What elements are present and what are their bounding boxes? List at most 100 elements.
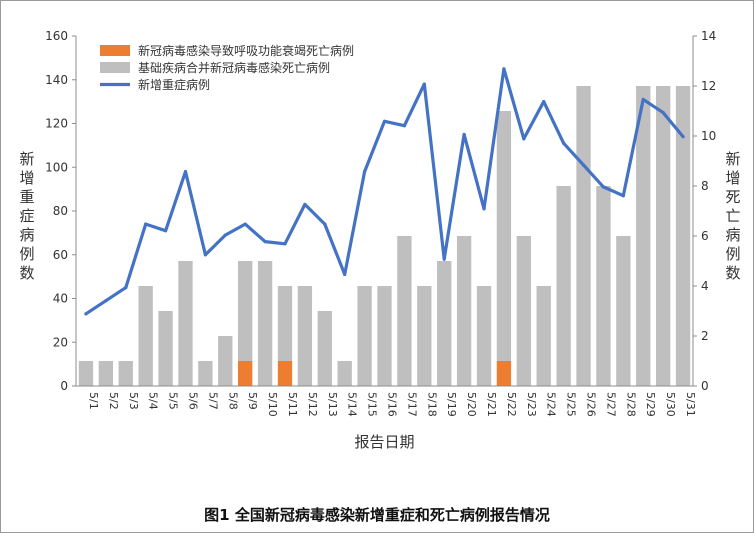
x-tick-label: 5/20 — [465, 392, 478, 417]
x-tick-label: 5/4 — [147, 392, 160, 410]
x-tick-label: 5/18 — [425, 392, 438, 417]
severe-cases-point — [84, 312, 88, 316]
x-tick-label: 5/1 — [87, 392, 100, 410]
bar-respiratory-death — [277, 361, 293, 386]
bar-comorbidity-death — [516, 236, 531, 386]
bar-comorbidity-death — [277, 286, 293, 361]
x-tick-label: 5/2 — [107, 392, 120, 410]
legend-label-respiratory: 新冠病毒感染导致呼吸功能衰竭死亡病例 — [138, 43, 354, 58]
severe-cases-point — [442, 257, 446, 261]
axis-labels: 报告日期 新增重症病例数 新增死亡病例数 — [19, 150, 740, 451]
bar-comorbidity-death — [257, 261, 273, 386]
figure-caption: 图1 全国新冠病毒感染新增重症和死亡病例报告情况 — [204, 506, 550, 524]
right-tick-label: 0 — [701, 379, 709, 393]
severe-cases-point — [641, 97, 645, 102]
left-tick-label: 120 — [45, 117, 68, 131]
severe-cases-point — [183, 170, 188, 174]
bar-comorbidity-death — [297, 286, 313, 386]
severe-cases-point — [144, 222, 148, 226]
x-tick-label: 5/9 — [246, 392, 259, 410]
x-tick-label: 5/3 — [127, 392, 140, 410]
legend-swatch-respiratory — [100, 45, 130, 56]
bar-comorbidity-death — [636, 86, 651, 386]
severe-cases-line — [84, 67, 685, 316]
bar-comorbidity-death — [596, 186, 611, 386]
x-tick-label: 5/15 — [366, 392, 379, 417]
bar-comorbidity-death — [78, 361, 94, 386]
bar-comorbidity-death — [198, 361, 213, 386]
severe-cases-point — [422, 82, 426, 86]
severe-cases-point — [661, 110, 665, 115]
severe-cases-point — [681, 135, 685, 139]
left-tick-label: 140 — [45, 73, 68, 87]
bar-comorbidity-death — [675, 86, 691, 386]
right-tick-label: 6 — [701, 229, 709, 243]
bar-comorbidity-death — [476, 286, 492, 386]
severe-cases-point — [601, 185, 606, 189]
bar-comorbidity-death — [138, 286, 153, 386]
right-tick-label: 14 — [701, 29, 716, 43]
x-tick-label: 5/29 — [644, 392, 657, 417]
severe-cases-point — [283, 242, 287, 246]
x-tick-label: 5/5 — [167, 392, 180, 410]
right-tick-label: 8 — [701, 179, 709, 193]
x-tick-label: 5/22 — [505, 392, 518, 417]
severe-cases-point — [124, 285, 128, 290]
severe-cases-point — [163, 229, 168, 233]
severe-cases-point — [382, 119, 387, 123]
bar-comorbidity-death — [496, 111, 512, 361]
severe-cases-point — [462, 132, 466, 137]
x-tick-label: 5/27 — [604, 392, 617, 417]
bar-layer — [78, 86, 691, 386]
bar-respiratory-death — [238, 361, 253, 386]
x-tick-label: 5/17 — [405, 392, 418, 417]
severe-cases-point — [203, 253, 207, 257]
left-tick-label: 80 — [53, 204, 68, 218]
right-axis-title: 新增死亡病例数 — [725, 150, 740, 282]
bar-comorbidity-death — [397, 236, 412, 386]
x-tick-label: 5/10 — [266, 392, 279, 417]
legend-label-comorbidity: 基础疾病合并新冠病毒感染死亡病例 — [138, 60, 330, 75]
right-tick-label: 2 — [701, 329, 709, 343]
severe-cases-point — [104, 299, 108, 303]
axes-layer: 0 20 40 60 80 100 120 140 160 0 2 4 6 8 10 12 14 5/1 5/2 5/… — [45, 29, 716, 417]
x-tick-label: 5/11 — [286, 392, 299, 417]
bar-comorbidity-death — [118, 361, 133, 386]
bar-comorbidity-death — [437, 261, 452, 386]
left-tick-label: 20 — [53, 335, 68, 349]
right-tick-label: 4 — [701, 279, 709, 293]
x-tick-label: 5/14 — [346, 392, 359, 417]
x-tick-label: 5/23 — [525, 392, 538, 417]
right-tick-label: 12 — [701, 79, 716, 93]
right-tick-label: 10 — [701, 129, 716, 143]
severe-cases-point — [343, 272, 347, 277]
severe-cases-point — [502, 67, 506, 71]
severe-cases-point — [263, 240, 267, 244]
bar-comorbidity-death — [536, 286, 551, 386]
left-tick-label: 0 — [60, 379, 68, 393]
left-tick-label: 40 — [53, 292, 68, 306]
bar-comorbidity-death — [218, 336, 233, 386]
x-tick-label: 5/31 — [684, 392, 697, 417]
severe-cases-point — [402, 124, 407, 128]
left-tick-label: 60 — [53, 248, 68, 262]
severe-cases-point — [482, 207, 486, 211]
bar-comorbidity-death — [317, 311, 332, 386]
x-tick-label: 5/7 — [206, 392, 219, 410]
bar-comorbidity-death — [556, 186, 571, 386]
severe-cases-point — [522, 137, 526, 141]
x-axis-title: 报告日期 — [354, 433, 414, 451]
severe-cases-point — [581, 163, 586, 167]
bar-comorbidity-death — [158, 311, 173, 386]
bar-comorbidity-death — [377, 286, 392, 386]
bar-comorbidity-death — [357, 286, 372, 386]
bar-comorbidity-death — [337, 361, 352, 386]
x-tick-label: 5/12 — [306, 392, 319, 417]
bar-comorbidity-death — [98, 361, 114, 386]
severe-cases-point — [362, 170, 367, 174]
x-tick-label: 5/16 — [386, 392, 399, 417]
x-tick-label: 5/24 — [545, 392, 558, 417]
severe-cases-point — [243, 222, 247, 226]
